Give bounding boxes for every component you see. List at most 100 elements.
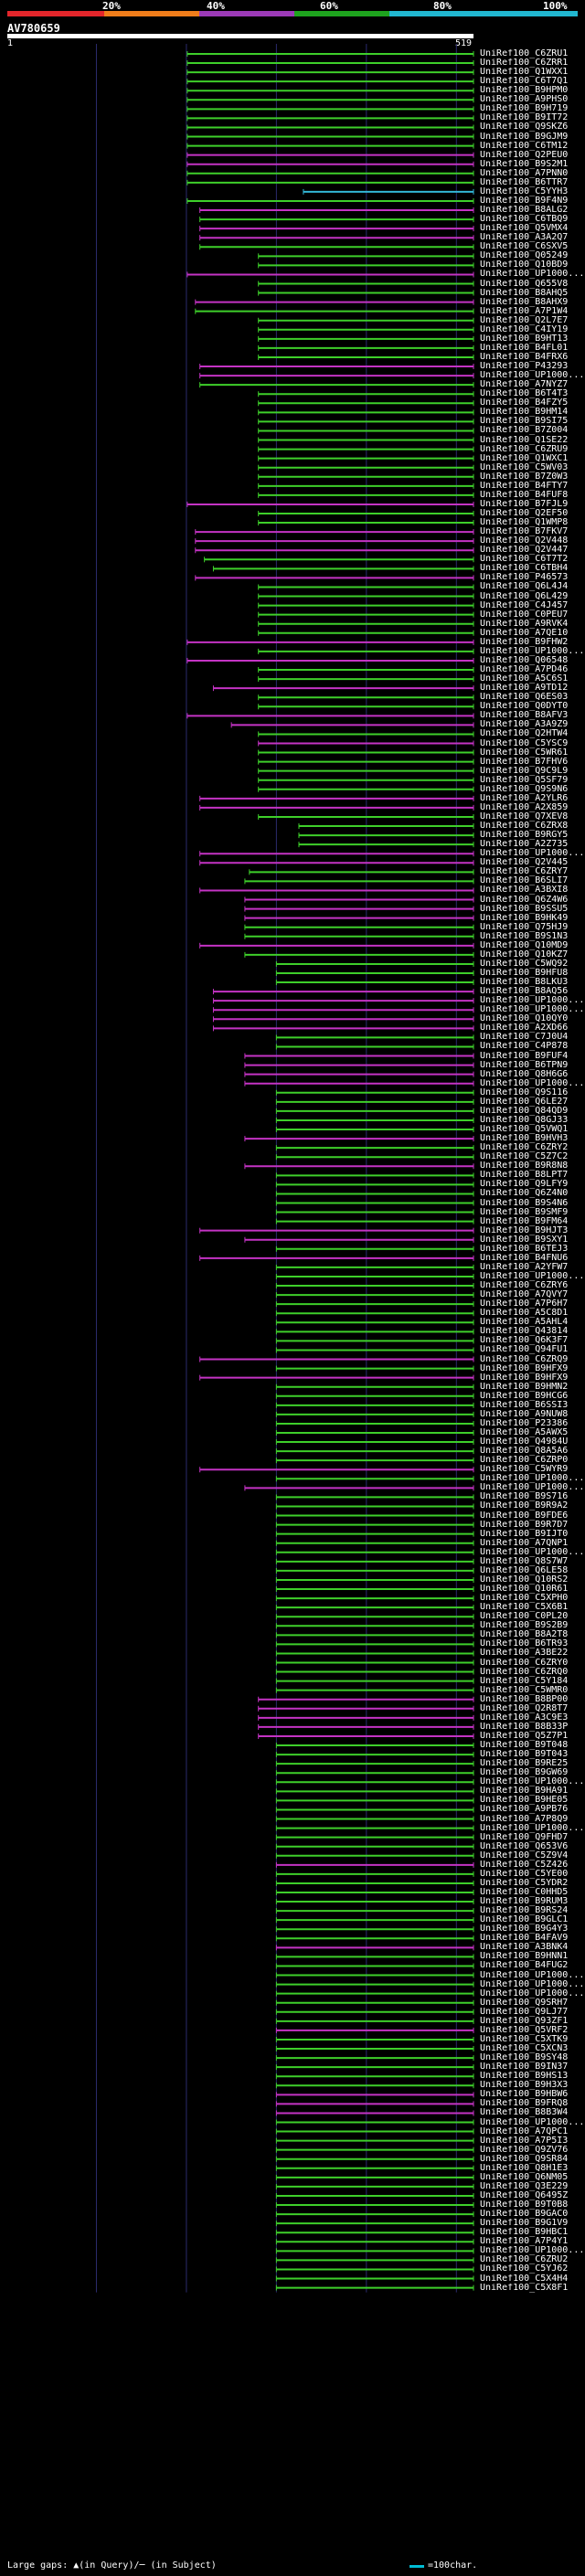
hit-label[interactable]: UniRef100_Q6NM05 <box>480 2172 569 2182</box>
hit-label[interactable]: UniRef100_C5YYH3 <box>480 186 569 196</box>
hit-label[interactable]: UniRef100_UP1000... <box>480 1777 584 1787</box>
hit-bar[interactable] <box>275 1926 474 1933</box>
hit-bar[interactable] <box>186 657 474 663</box>
hit-label[interactable]: UniRef100_B9S2B9 <box>480 1621 569 1631</box>
hit-bar[interactable] <box>275 1659 474 1666</box>
hit-label[interactable]: UniRef100_Q6Z4N0 <box>480 1189 569 1199</box>
hit-bar[interactable] <box>275 2055 474 2062</box>
hit-bar[interactable] <box>212 998 474 1004</box>
hit-bar[interactable] <box>275 1641 474 1648</box>
hit-label[interactable]: UniRef100_Q06548 <box>480 655 569 665</box>
hit-bar[interactable] <box>275 1430 474 1436</box>
hit-label[interactable]: UniRef100_A5C6S1 <box>480 674 569 684</box>
hit-bar[interactable] <box>275 2101 474 2107</box>
hit-bar[interactable] <box>258 419 474 425</box>
hit-bar[interactable] <box>186 79 474 85</box>
hit-label[interactable]: UniRef100_C5WV03 <box>480 462 569 472</box>
hit-bar[interactable] <box>275 2284 474 2291</box>
hit-bar[interactable] <box>275 1200 474 1206</box>
hit-bar[interactable] <box>275 1797 474 1804</box>
hit-bar[interactable] <box>275 1549 474 1555</box>
hit-bar[interactable] <box>275 1117 474 1123</box>
hit-bar[interactable] <box>275 1843 474 1850</box>
hit-bar[interactable] <box>258 704 474 710</box>
hit-bar[interactable] <box>258 326 474 333</box>
hit-label[interactable]: UniRef100_B9HS13 <box>480 2072 569 2082</box>
hit-label[interactable]: UniRef100_B9HCG6 <box>480 1391 569 1401</box>
hit-bar[interactable] <box>275 1981 474 1988</box>
hit-bar[interactable] <box>258 694 474 701</box>
hit-bar[interactable] <box>275 1687 474 1693</box>
hit-bar[interactable] <box>258 354 474 360</box>
hit-bar[interactable] <box>275 1145 474 1151</box>
hit-bar[interactable] <box>212 1016 474 1023</box>
hit-bar[interactable] <box>199 887 474 894</box>
hit-bar[interactable] <box>258 345 474 351</box>
hit-bar[interactable] <box>204 557 474 563</box>
hit-label[interactable]: UniRef100_A3BXI8 <box>480 885 569 896</box>
hit-bar[interactable] <box>275 1098 474 1105</box>
hit-bar[interactable] <box>275 1383 474 1390</box>
hit-label[interactable]: UniRef100_C6ZRY7 <box>480 867 569 877</box>
hit-label[interactable]: UniRef100_C5Z9V4 <box>480 1850 569 1860</box>
hit-bar[interactable] <box>275 1576 474 1583</box>
hit-bar[interactable] <box>275 1448 474 1455</box>
hit-bar[interactable] <box>275 1439 474 1446</box>
hit-bar[interactable] <box>199 1467 474 1473</box>
hit-bar[interactable] <box>275 1283 474 1289</box>
hit-bar[interactable] <box>186 133 474 140</box>
hit-bar[interactable] <box>275 2147 474 2153</box>
hit-label[interactable]: UniRef100_Q9S116 <box>480 1087 569 1097</box>
hit-label[interactable]: UniRef100_A7P1W4 <box>480 306 569 316</box>
hit-label[interactable]: UniRef100_Q2V447 <box>480 546 569 556</box>
hit-bar[interactable] <box>275 1779 474 1786</box>
hit-label[interactable]: UniRef100_B9H3X3 <box>480 2081 569 2091</box>
hit-label[interactable]: UniRef100_A7P4Y1 <box>480 2237 569 2247</box>
hit-bar[interactable] <box>195 547 474 554</box>
hit-bar[interactable] <box>275 1310 474 1317</box>
hit-bar[interactable] <box>275 1908 474 1914</box>
hit-label[interactable]: UniRef100_A7QVY7 <box>480 1290 569 1300</box>
hit-label[interactable]: UniRef100_Q9LFY9 <box>480 1180 569 1190</box>
hit-label[interactable]: UniRef100_C6TBQ9 <box>480 215 569 225</box>
hit-bar[interactable] <box>275 2156 474 2162</box>
hit-label[interactable]: UniRef100_Q9SR84 <box>480 2154 569 2164</box>
hit-bar[interactable] <box>275 1494 474 1500</box>
hit-bar[interactable] <box>275 1834 474 1840</box>
hit-label[interactable]: UniRef100_Q1WXC1 <box>480 453 569 463</box>
hit-label[interactable]: UniRef100_B9HA91 <box>480 1786 569 1797</box>
hit-bar[interactable] <box>275 2221 474 2227</box>
hit-label[interactable]: UniRef100_B8AFV3 <box>480 711 569 721</box>
hit-label[interactable]: UniRef100_UP1000... <box>480 2117 584 2127</box>
hit-label[interactable]: UniRef100_B9GJM9 <box>480 132 569 142</box>
hit-bar[interactable] <box>275 1458 474 1464</box>
hit-label[interactable]: UniRef100_B7Z0W3 <box>480 472 569 482</box>
hit-label[interactable]: UniRef100_B6TEJ3 <box>480 1244 569 1254</box>
hit-bar[interactable] <box>230 722 474 728</box>
hit-bar[interactable] <box>275 2083 474 2089</box>
hit-bar[interactable] <box>258 602 474 609</box>
hit-label[interactable]: UniRef100_Q05249 <box>480 251 569 261</box>
hit-label[interactable]: UniRef100_C0PEU7 <box>480 610 569 620</box>
hit-label[interactable]: UniRef100_UP1000... <box>480 1547 584 1557</box>
hit-bar[interactable] <box>275 1089 474 1096</box>
hit-label[interactable]: UniRef100_C6TM12 <box>480 141 569 151</box>
hit-bar[interactable] <box>258 520 474 526</box>
hit-label[interactable]: UniRef100_Q94FU1 <box>480 1345 569 1355</box>
hit-label[interactable]: UniRef100_B7FKV7 <box>480 527 569 537</box>
hit-bar[interactable] <box>275 2009 474 2015</box>
hit-label[interactable]: UniRef100_UP1000... <box>480 1970 584 1980</box>
hit-label[interactable]: UniRef100_C0HHD5 <box>480 1888 569 1897</box>
hit-label[interactable]: UniRef100_B9GLC1 <box>480 1915 569 1925</box>
hit-label[interactable]: UniRef100_B9HVH3 <box>480 1134 569 1144</box>
hit-label[interactable]: UniRef100_A3A2Q7 <box>480 233 569 243</box>
hit-label[interactable]: UniRef100_B9IJT0 <box>480 1529 569 1539</box>
hit-bar[interactable] <box>275 1567 474 1574</box>
hit-label[interactable]: UniRef100_C5X4H4 <box>480 2274 569 2284</box>
hit-label[interactable]: UniRef100_B8LPT7 <box>480 1171 569 1181</box>
hit-label[interactable]: UniRef100_A3C9E3 <box>480 1712 569 1723</box>
hit-label[interactable]: UniRef100_B4FTY7 <box>480 481 569 491</box>
hit-bar[interactable] <box>212 685 474 692</box>
hit-label[interactable]: UniRef100_B4FUF8 <box>480 490 569 500</box>
hit-label[interactable]: UniRef100_Q84QD9 <box>480 1106 569 1116</box>
